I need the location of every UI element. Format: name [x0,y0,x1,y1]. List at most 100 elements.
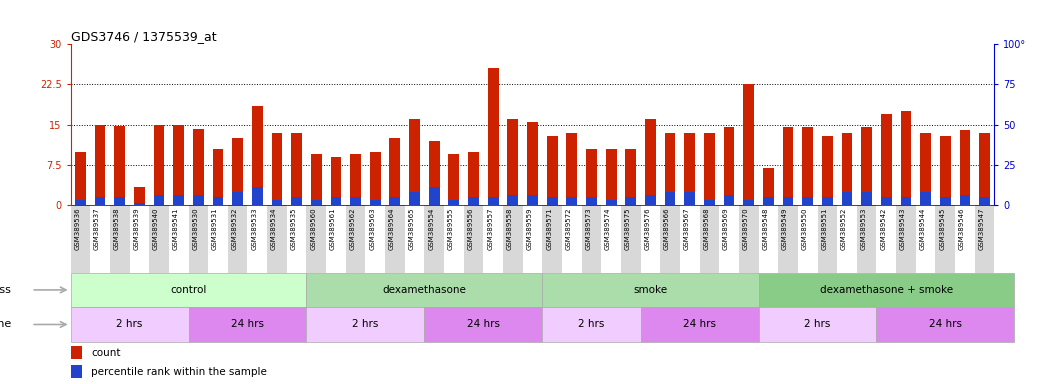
Bar [425,307,542,342]
Bar [606,200,617,205]
Text: GSM389544: GSM389544 [920,207,926,250]
Bar [71,365,82,378]
Bar [370,200,381,205]
Text: GSM389553: GSM389553 [861,207,867,250]
Bar [975,205,994,273]
Text: GSM389549: GSM389549 [782,207,788,250]
Bar [842,133,852,205]
Text: percentile rank within the sample: percentile rank within the sample [91,367,267,377]
Bar [227,205,247,273]
Text: GSM389574: GSM389574 [605,207,611,250]
Bar [252,187,263,205]
Text: GSM389532: GSM389532 [231,207,238,250]
Text: GSM389568: GSM389568 [704,207,709,250]
Bar [71,307,189,342]
Bar [601,205,621,273]
Bar [822,197,832,205]
Bar [664,192,676,205]
Bar [606,149,617,205]
Text: GSM389561: GSM389561 [330,207,336,250]
Text: GSM389571: GSM389571 [546,207,552,250]
Bar [723,127,735,205]
Bar [409,192,420,205]
Bar [955,205,975,273]
Text: dexamethasone: dexamethasone [382,285,466,295]
Bar [527,122,538,205]
Text: GDS3746 / 1375539_at: GDS3746 / 1375539_at [71,30,216,43]
Text: GSM389562: GSM389562 [350,207,356,250]
Bar [389,197,401,205]
Bar [484,205,503,273]
Bar [213,197,223,205]
Text: GSM389575: GSM389575 [625,207,631,250]
Text: GSM389531: GSM389531 [212,207,218,250]
Bar [134,187,144,205]
Bar [346,205,365,273]
Bar [130,205,149,273]
Bar [306,307,425,342]
Text: 24 hrs: 24 hrs [929,319,962,329]
Bar [625,197,636,205]
Bar [523,205,542,273]
Bar [684,133,695,205]
Text: GSM389543: GSM389543 [900,207,906,250]
Text: GSM389557: GSM389557 [487,207,493,250]
Text: 2 hrs: 2 hrs [804,319,830,329]
Bar [759,273,1014,307]
Text: GSM389540: GSM389540 [153,207,159,250]
Bar [71,346,82,359]
Bar [429,141,440,205]
Text: dexamethasone + smoke: dexamethasone + smoke [820,285,953,295]
Text: 24 hrs: 24 hrs [467,319,500,329]
Bar [798,205,818,273]
Bar [542,273,759,307]
Bar [464,205,484,273]
Bar [822,136,832,205]
Text: GSM389533: GSM389533 [251,207,257,250]
Bar [306,205,326,273]
Bar [306,273,542,307]
Bar [743,84,755,205]
Bar [425,205,444,273]
Text: GSM389572: GSM389572 [566,207,572,250]
Bar [149,205,169,273]
Bar [189,307,306,342]
Text: GSM389541: GSM389541 [172,207,179,250]
Bar [110,205,130,273]
Bar [350,154,361,205]
Bar [75,200,86,205]
Bar [385,205,405,273]
Bar [581,205,601,273]
Bar [154,195,164,205]
Bar [94,197,106,205]
Bar [743,200,755,205]
Bar [586,149,597,205]
Bar [567,133,577,205]
Text: 24 hrs: 24 hrs [683,319,716,329]
Bar [759,307,876,342]
Text: GSM389566: GSM389566 [664,207,671,250]
Bar [154,125,164,205]
Bar [292,133,302,205]
Bar [508,195,518,205]
Bar [684,192,695,205]
Bar [247,205,267,273]
Text: 24 hrs: 24 hrs [231,319,264,329]
Bar [876,307,1014,342]
Bar [916,205,935,273]
Bar [901,197,911,205]
Bar [389,138,401,205]
Bar [621,205,640,273]
Text: GSM389552: GSM389552 [841,207,847,250]
Text: GSM389567: GSM389567 [684,207,689,250]
Bar [660,205,680,273]
Bar [562,205,581,273]
Bar [114,197,126,205]
Bar [625,149,636,205]
Bar [444,205,464,273]
Text: GSM389556: GSM389556 [467,207,473,250]
Text: 2 hrs: 2 hrs [352,319,379,329]
Bar [193,195,203,205]
Bar [959,130,971,205]
Bar [330,197,342,205]
